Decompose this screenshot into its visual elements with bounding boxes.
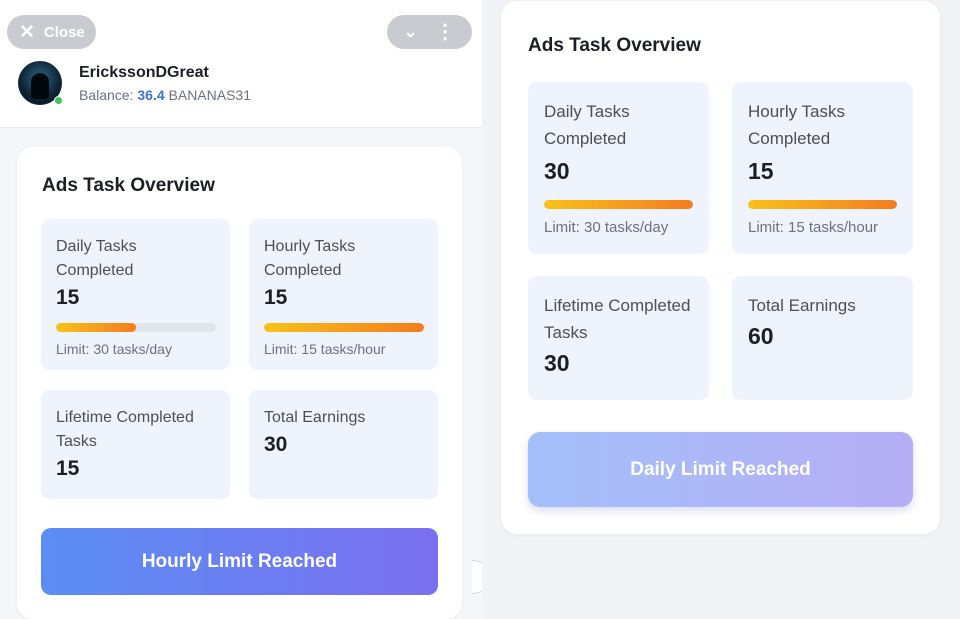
total-earnings-tile: Total Earnings 60 [732, 276, 913, 400]
total-earnings-tile: Total Earnings 30 [249, 390, 438, 499]
hourly-progress-fill [264, 323, 424, 332]
balance-unit: BANANAS31 [168, 87, 251, 103]
lifetime-tasks-label: Lifetime Completed Tasks [544, 296, 691, 342]
close-icon: ✕ [19, 21, 35, 43]
avatar-figure [31, 73, 49, 99]
card-title: Ads Task Overview [42, 175, 215, 196]
hourly-tasks-value: 15 [748, 158, 774, 184]
close-label: Close [43, 23, 85, 41]
lifetime-tasks-value: 15 [56, 457, 80, 480]
balance-line: Balance: 36.4 BANANAS31 [79, 87, 251, 103]
lifetime-tasks-label: Lifetime Completed Tasks [56, 409, 194, 450]
avatar[interactable] [18, 61, 62, 105]
card-title: Ads Task Overview [528, 35, 701, 56]
close-button[interactable]: ✕ Close [7, 15, 96, 49]
more-vertical-icon[interactable]: ⋮ [435, 21, 456, 43]
balance-value: 36.4 [137, 87, 165, 103]
hourly-tasks-label: Hourly Tasks Completed [748, 102, 845, 148]
hourly-progress-fill [748, 200, 897, 209]
daily-tasks-value: 30 [544, 158, 570, 184]
total-earnings-label: Total Earnings [748, 296, 856, 315]
app-header: ✕ Close ⌄ ⋮ ErickssonDGreat Balance: 36.… [0, 0, 482, 128]
hourly-tasks-tile: Hourly Tasks Completed 15 Limit: 15 task… [249, 219, 438, 370]
hourly-limit-text: Limit: 15 tasks/hour [748, 219, 879, 236]
hourly-progress-bar [264, 323, 424, 332]
daily-limit-text: Limit: 30 tasks/day [56, 341, 172, 357]
right-screenshot: Ads Task Overview Daily Tasks Completed … [482, 0, 960, 619]
daily-tasks-label: Daily Tasks Completed [56, 238, 137, 279]
daily-limit-button[interactable]: Daily Limit Reached [528, 432, 913, 507]
daily-tasks-tile: Daily Tasks Completed 15 Limit: 30 tasks… [41, 219, 230, 370]
lifetime-tasks-value: 30 [544, 350, 570, 376]
daily-progress-fill [56, 323, 136, 332]
ads-task-overview-card: Ads Task Overview Daily Tasks Completed … [17, 147, 462, 619]
total-earnings-value: 60 [748, 323, 774, 349]
daily-tasks-label: Daily Tasks Completed [544, 102, 630, 148]
hourly-tasks-label: Hourly Tasks Completed [264, 238, 356, 279]
ads-task-overview-card-expanded: Ads Task Overview Daily Tasks Completed … [501, 1, 940, 534]
total-earnings-value: 30 [264, 433, 288, 456]
daily-progress-bar [544, 200, 693, 209]
online-status-dot [54, 96, 63, 105]
daily-tasks-tile: Daily Tasks Completed 30 Limit: 30 tasks… [528, 82, 709, 254]
menu-pill: ⌄ ⋮ [387, 15, 472, 49]
hourly-tasks-value: 15 [264, 286, 288, 309]
balance-prefix: Balance: [79, 87, 134, 103]
hourly-progress-bar [748, 200, 897, 209]
total-earnings-label: Total Earnings [264, 409, 366, 426]
daily-tasks-value: 15 [56, 286, 80, 309]
username: ErickssonDGreat [79, 64, 209, 81]
hourly-limit-button[interactable]: Hourly Limit Reached [41, 528, 438, 595]
lifetime-tasks-tile: Lifetime Completed Tasks 15 [41, 390, 230, 499]
daily-progress-fill [544, 200, 693, 209]
hourly-tasks-tile: Hourly Tasks Completed 15 Limit: 15 task… [732, 82, 913, 254]
chevron-down-icon[interactable]: ⌄ [403, 24, 418, 41]
lifetime-tasks-tile: Lifetime Completed Tasks 30 [528, 276, 709, 400]
daily-progress-bar [56, 323, 216, 332]
daily-limit-text: Limit: 30 tasks/day [544, 219, 669, 236]
left-screenshot: ✕ Close ⌄ ⋮ ErickssonDGreat Balance: 36.… [0, 0, 490, 619]
hourly-limit-text: Limit: 15 tasks/hour [264, 341, 386, 357]
